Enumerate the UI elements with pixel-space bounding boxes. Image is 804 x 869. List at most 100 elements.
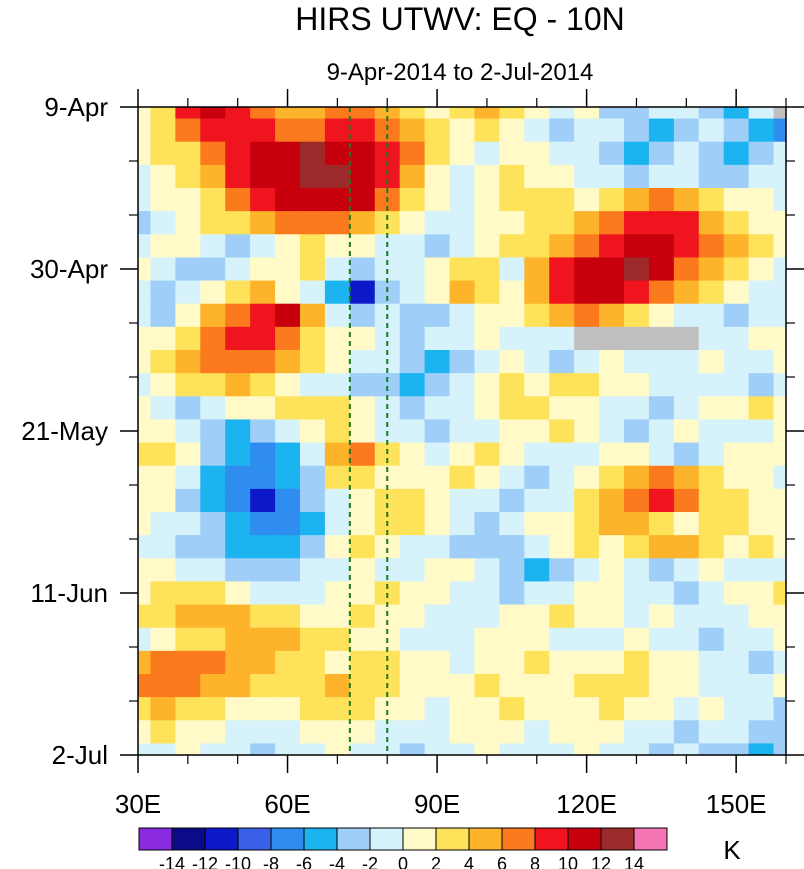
heatmap-cell: [150, 650, 176, 675]
heatmap-cell: [275, 257, 301, 282]
heatmap-cell: [275, 697, 301, 721]
heatmap-cell: [648, 581, 675, 606]
heatmap-cell: [524, 558, 550, 583]
heatmap-cell: [399, 257, 426, 282]
heatmap-cell: [250, 604, 276, 629]
heatmap-cell: [225, 743, 251, 755]
heatmap-cell: [324, 350, 351, 374]
heatmap-cell: [250, 396, 276, 421]
heatmap-cell: [648, 118, 675, 143]
heatmap-cell: [648, 164, 675, 189]
heatmap-cell: [574, 234, 600, 259]
heatmap-cell: [150, 581, 176, 606]
heatmap-cell: [698, 650, 725, 675]
heatmap-cell: [200, 280, 226, 305]
heatmap-cell: [449, 257, 476, 282]
heatmap-cell: [150, 164, 176, 189]
heatmap-cell: [524, 743, 550, 755]
heatmap-cell: [399, 188, 426, 212]
heatmap-cell: [275, 118, 301, 143]
heatmap-cell: [275, 164, 301, 189]
heatmap-cell: [723, 442, 750, 467]
missing-data-cell: [624, 326, 650, 351]
heatmap-cell: [150, 303, 176, 328]
heatmap-cell: [300, 697, 326, 721]
heatmap-cell: [574, 558, 600, 583]
heatmap-cell: [449, 697, 476, 721]
heatmap-cell: [474, 257, 500, 282]
heatmap-cell: [773, 211, 786, 235]
heatmap-cell: [200, 535, 226, 559]
heatmap-cell: [499, 697, 525, 721]
heatmap-cell: [424, 257, 451, 282]
colorbar-swatch: [633, 827, 668, 851]
heatmap-cell: [673, 188, 700, 212]
heatmap-cell: [723, 164, 750, 189]
heatmap-cell: [474, 581, 500, 606]
colorbar-tick-label: 2: [431, 854, 441, 869]
heatmap-cell: [499, 627, 525, 652]
heatmap-cell: [225, 188, 251, 212]
heatmap-cell: [698, 350, 725, 374]
y-tick-label: 21-May: [21, 416, 108, 446]
heatmap-cell: [549, 743, 575, 755]
heatmap-cell: [599, 697, 625, 721]
heatmap-cell: [673, 720, 700, 745]
heatmap-cell: [624, 604, 650, 629]
heatmap-cell: [574, 350, 600, 374]
heatmap-cell: [250, 373, 276, 397]
heatmap-cell: [723, 188, 750, 212]
heatmap-cell: [499, 558, 525, 583]
heatmap-cell: [138, 326, 152, 351]
heatmap-cell: [225, 674, 251, 698]
heatmap-cell: [499, 211, 525, 235]
heatmap-cell: [524, 488, 550, 513]
heatmap-cell: [624, 303, 650, 328]
heatmap-cell: [773, 188, 786, 212]
heatmap-cell: [275, 558, 301, 583]
heatmap-cell: [250, 627, 276, 652]
heatmap-cell: [549, 535, 575, 559]
heatmap-cell: [275, 535, 301, 559]
heatmap-cell: [599, 581, 625, 606]
heatmap-cell: [524, 257, 550, 282]
heatmap-cell: [275, 720, 301, 745]
heatmap-cell: [175, 234, 201, 259]
heatmap-cell: [349, 280, 376, 305]
heatmap-cell: [673, 257, 700, 282]
heatmap-cell: [648, 558, 675, 583]
heatmap-cell: [374, 373, 401, 397]
heatmap-cell: [673, 303, 700, 328]
heatmap-cell: [138, 280, 152, 305]
colorbar-swatch: [369, 827, 404, 851]
heatmap-cell: [549, 303, 575, 328]
heatmap-cell: [673, 650, 700, 675]
heatmap-cell: [138, 674, 152, 698]
heatmap-cell: [200, 604, 226, 629]
heatmap-cell: [138, 488, 152, 513]
colorbar-tick-label: -14: [159, 854, 185, 869]
heatmap-cell: [275, 650, 301, 675]
heatmap-cell: [399, 581, 426, 606]
heatmap-cell: [138, 303, 152, 328]
x-tick-label: 30E: [115, 789, 161, 819]
heatmap-cell: [399, 118, 426, 143]
heatmap-cell: [399, 465, 426, 490]
heatmap-cell: [399, 627, 426, 652]
heatmap-cell: [599, 107, 625, 120]
heatmap-cell: [499, 396, 525, 421]
heatmap-cell: [698, 419, 725, 444]
heatmap-cell: [449, 373, 476, 397]
heatmap-cell: [624, 211, 650, 235]
heatmap-cell: [474, 720, 500, 745]
heatmap-cell: [374, 604, 401, 629]
heatmap-cell: [150, 234, 176, 259]
heatmap-cell: [250, 118, 276, 143]
colorbar-swatch: [468, 827, 503, 851]
heatmap-cell: [200, 164, 226, 189]
heatmap-cell: [300, 581, 326, 606]
heatmap-cell: [748, 581, 775, 606]
heatmap-cell: [324, 373, 351, 397]
heatmap-cell: [698, 627, 725, 652]
heatmap-cell: [150, 558, 176, 583]
